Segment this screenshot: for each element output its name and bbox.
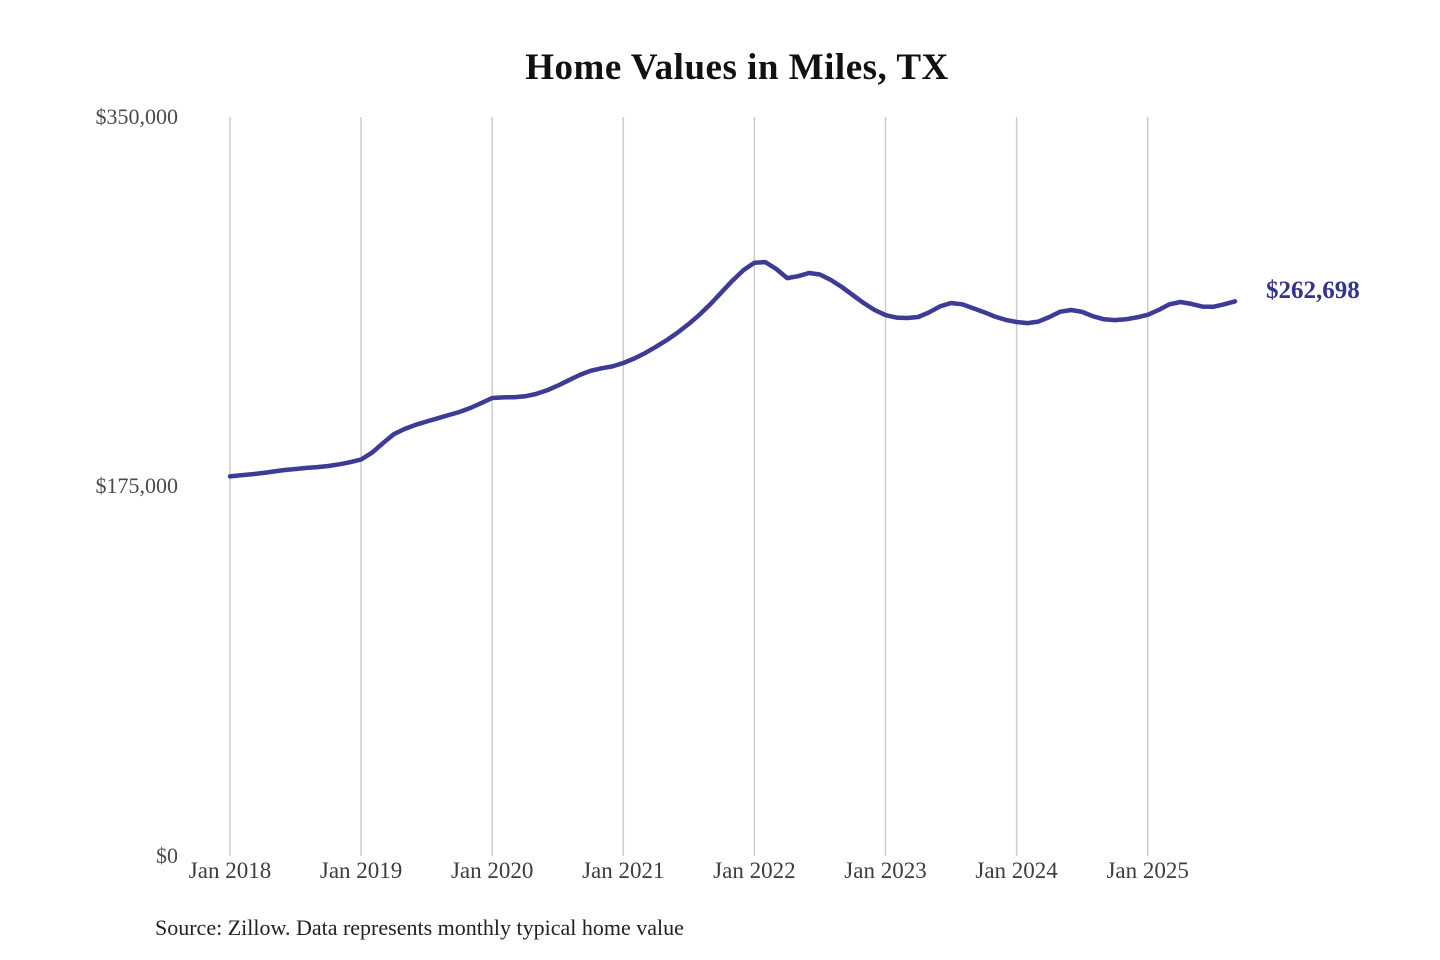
y-axis-tick-175000: $175,000 (95, 473, 179, 498)
latest-value-label: $262,698 (1266, 277, 1360, 304)
home-value-line-series (227, 259, 1238, 479)
source-note: Source: Zillow. Data represents monthly … (155, 915, 684, 940)
x-axis-tick-jan-2022: Jan 2022 (713, 858, 796, 883)
x-axis-tick-jan-2025: Jan 2025 (1106, 858, 1189, 883)
x-axis-tick-jan-2018: Jan 2018 (188, 858, 272, 883)
x-axis-tick-jan-2021: Jan 2021 (582, 858, 665, 883)
x-axis-tick-jan-2019: Jan 2019 (319, 858, 403, 883)
y-axis-tick-350000: $350,000 (95, 104, 179, 129)
chart-title: Home Values in Miles, TX (525, 47, 949, 88)
x-axis-tick-jan-2024: Jan 2024 (975, 858, 1058, 883)
y-axis-tick-0: $0 (156, 843, 178, 868)
x-axis-tick-jan-2020: Jan 2020 (450, 858, 534, 883)
x-axis-tick-jan-2023: Jan 2023 (844, 858, 927, 883)
